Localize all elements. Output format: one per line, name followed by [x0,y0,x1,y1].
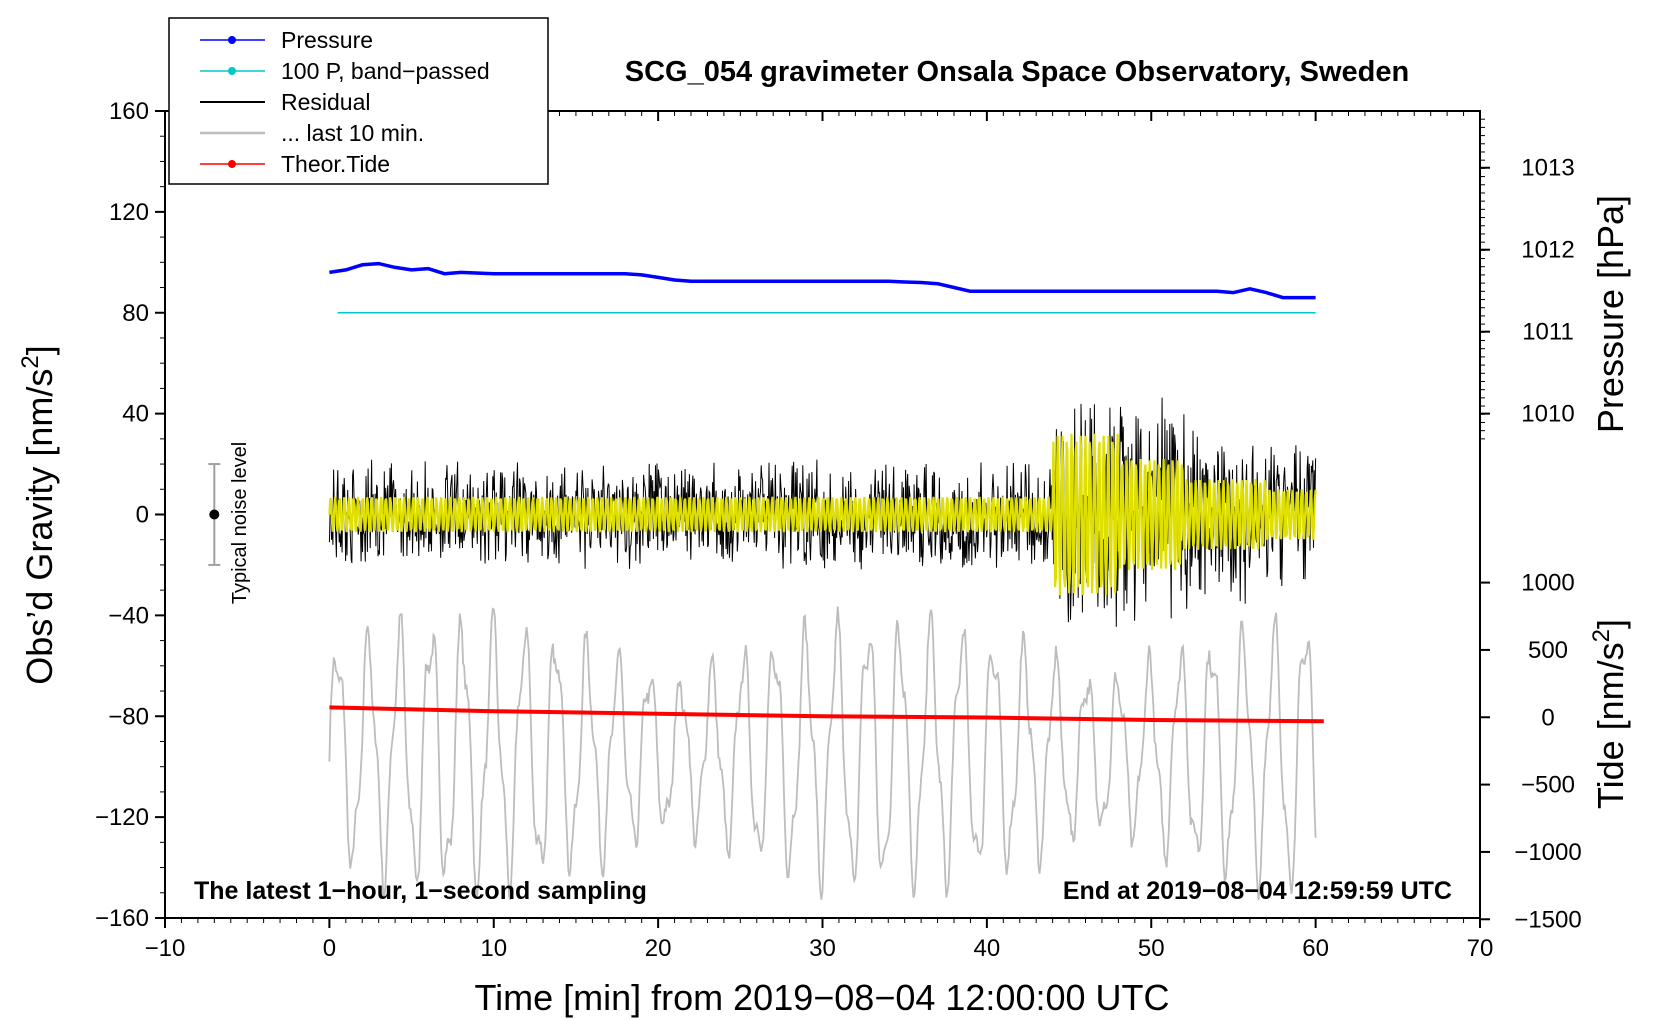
x-tick-label: 0 [323,935,336,962]
legend-marker [228,160,236,168]
y-axis-tide: 1000 500 0 −500 −1000 −1500 [1480,570,1582,933]
pressure-tick-label: 1011 [1522,319,1574,346]
legend-item: ... last 10 min. [200,120,424,146]
x-tick-label: 20 [645,935,672,962]
y-axis-tide-title-close: ] [1590,619,1631,629]
y-axis-tide-title-sup: 2 [1588,629,1615,642]
x-tick-label: 60 [1302,935,1329,962]
tide-tick-label: 1000 [1521,570,1574,597]
y-tick-label: −40 [108,602,149,629]
y-axis-left-title-sup: 2 [17,355,44,368]
legend-marker [228,67,236,75]
x-tick-label: 50 [1138,935,1165,962]
legend-label: Pressure [281,27,373,53]
y-axis-left-title-close: ] [19,345,60,355]
legend-label: ... last 10 min. [281,120,424,146]
y-tick-label: 160 [109,98,149,125]
x-tick-label: 10 [480,935,507,962]
x-axis-title: Time [min] from 2019−08−04 12:00:00 UTC [474,977,1169,1018]
legend-item: Theor.Tide [200,151,390,177]
y-tick-label: 120 [109,199,149,226]
sampling-note: The latest 1−hour, 1−second sampling [194,877,647,905]
end-time-note: End at 2019−08−04 12:59:59 UTC [1063,877,1452,905]
pressure-line [329,261,1316,300]
y-axis-pressure-title: Pressure [hPa] [1590,195,1631,433]
legend: Pressure 100 P, band−passed Residual ... la… [168,17,549,185]
legend-item: Residual [200,89,371,115]
noise-level-label: Typical noise level [229,442,251,604]
x-tick-label: 30 [809,935,836,962]
noise-bar-dot [209,509,220,520]
legend-item: 100 P, band−passed [200,58,490,84]
y-axis-left-title: Obs’d Gravity [nm/s2] [17,345,60,684]
noise-level-indicator: Typical noise level [208,442,251,604]
x-tick-label: 70 [1467,935,1494,962]
y-axis-pressure: 1010 1011 1012 1013 [1480,118,1575,440]
pressure-tick-label: 1012 [1521,237,1574,264]
legend-label: Theor.Tide [281,151,390,177]
pressure-tick-label: 1013 [1521,155,1574,182]
y-tick-label: −80 [108,703,149,730]
last-10-min-line [328,606,1317,901]
y-tick-label: 80 [122,300,149,327]
tide-tick-label: −1500 [1514,906,1581,933]
y-axis-gravity: −160 −120 −80 −40 0 40 80 120 160 [95,98,165,932]
tide-tick-label: 500 [1528,637,1568,664]
legend-label: 100 P, band−passed [281,58,490,84]
y-axis-tide-title-main: Tide [nm/s [1590,642,1631,809]
theoretical-tide-line [329,705,1324,724]
x-axis: −10 0 10 20 30 40 50 60 70 [145,111,1494,962]
legend-marker [228,36,236,44]
x-tick-label: −10 [145,935,186,962]
y-tick-label: 40 [122,401,149,428]
legend-item: Pressure [200,27,373,53]
y-tick-label: −120 [95,804,149,831]
y-axis-left-title-main: Obs’d Gravity [nm/s [19,369,60,685]
y-axis-tide-title: Tide [nm/s2] [1588,619,1631,809]
pressure-tick-label: 1010 [1521,401,1574,428]
legend-label: Residual [281,89,371,115]
tide-tick-label: −1000 [1514,839,1581,866]
tide-tick-label: 0 [1541,704,1554,731]
tide-tick-label: −500 [1521,772,1575,799]
residual-smoothed-line [328,433,1317,596]
chart-title: SCG_054 gravimeter Onsala Space Observat… [625,56,1409,88]
y-tick-label: 0 [136,502,149,529]
series-layer [328,261,1324,901]
y-tick-label: −160 [95,905,149,932]
x-tick-label: 40 [974,935,1001,962]
